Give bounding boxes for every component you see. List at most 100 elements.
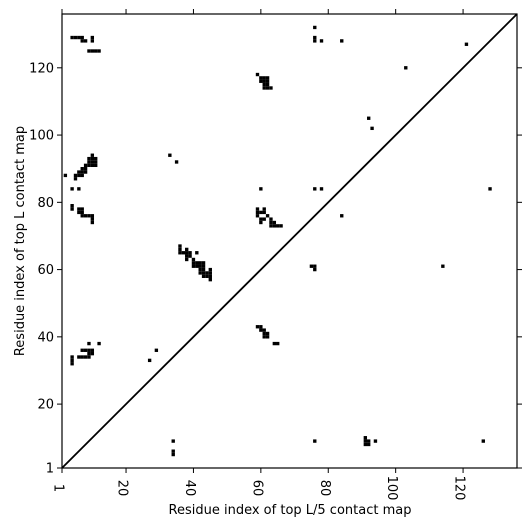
contact-point-top-l: [265, 82, 270, 87]
plot-frame: [61, 13, 518, 469]
contact-point-top-l: [90, 348, 95, 352]
x-axis-title: Residue index of top L/5 contact map: [169, 503, 412, 518]
y-tick-label: 80: [37, 196, 54, 211]
contact-point-top-l: [73, 177, 78, 181]
contact-point-top-l: [178, 244, 182, 248]
contact-point-top-l: [73, 35, 78, 40]
contact-point-top-l: [80, 173, 84, 178]
y-tick-label: 20: [37, 398, 54, 413]
contact-point-top-l: [94, 156, 98, 161]
x-tick-label: 80: [317, 480, 332, 497]
x-tick-label: 1: [51, 484, 66, 492]
contact-point-top-l: [178, 247, 182, 252]
contact-point-top-l: [90, 39, 95, 43]
contact-point-top-l: [269, 217, 273, 221]
contact-point-top-l: [255, 325, 260, 329]
contact-point-top-l: [272, 220, 277, 225]
contact-point-top-l: [70, 355, 74, 359]
contact-point-top-l: [255, 72, 260, 77]
contact-point-top-l: [97, 341, 101, 346]
contact-point-top-l: [488, 187, 492, 191]
y-axis-title: Residue index of top L contact map: [13, 126, 28, 356]
contact-point-top-l5: [363, 436, 368, 440]
contact-point-top-l: [87, 49, 91, 53]
contact-point-top-l: [255, 207, 260, 211]
y-tick-label: 1: [46, 462, 54, 477]
contact-point-top-l: [340, 39, 344, 43]
contact-point-top-l5: [367, 442, 371, 447]
contact-point-top-l: [90, 214, 95, 218]
contact-point-top-l: [262, 328, 266, 332]
contact-point-top-l: [205, 274, 209, 278]
contact-point-top-l: [201, 271, 206, 275]
contact-point-top-l: [77, 355, 81, 359]
contact-point-top-l: [83, 39, 88, 43]
y-tick-label: 60: [37, 263, 54, 278]
contact-point-top-l: [265, 79, 270, 83]
contact-point-top-l: [370, 126, 374, 131]
contact-point-top-l: [319, 187, 324, 191]
contact-point-top-l: [313, 25, 317, 30]
contact-point-top-l: [154, 348, 159, 352]
contact-point-top-l5: [171, 452, 175, 457]
contact-point-top-l: [265, 86, 270, 90]
contact-point-top-l: [259, 210, 263, 215]
contact-point-top-l: [259, 79, 263, 83]
contact-point-top-l: [276, 341, 280, 346]
contact-point-top-l: [70, 187, 74, 191]
contact-point-top-l: [80, 167, 84, 171]
contact-point-top-l: [191, 257, 196, 262]
contact-point-top-l: [94, 49, 98, 53]
contact-point-top-l: [73, 173, 78, 178]
contact-point-top-l: [90, 217, 95, 221]
contact-point-top-l: [262, 331, 266, 336]
contact-point-top-l: [198, 267, 202, 272]
contact-point-top-l: [208, 274, 212, 278]
contact-point-top-l: [188, 251, 192, 255]
contact-point-top-l: [195, 251, 199, 255]
contact-point-top-l5: [367, 439, 371, 443]
contact-point-top-l: [262, 207, 266, 211]
contact-point-top-l5: [313, 439, 317, 443]
contact-point-top-l: [77, 207, 81, 211]
contact-point-top-l: [255, 214, 260, 218]
contact-point-top-l: [191, 264, 196, 268]
contact-point-top-l: [269, 86, 273, 90]
contact-point-top-l: [269, 224, 273, 228]
contact-point-top-l: [80, 214, 84, 218]
contact-point-top-l: [77, 187, 81, 191]
contact-point-top-l: [191, 261, 196, 265]
contact-point-top-l: [77, 35, 81, 40]
contact-point-top-l: [83, 355, 88, 359]
contact-point-top-l: [147, 358, 152, 363]
contact-point-top-l: [404, 66, 408, 70]
contact-point-top-l: [77, 173, 81, 178]
contact-point-top-l: [185, 254, 189, 258]
contact-point-top-l: [262, 210, 266, 215]
x-tick-label: 120: [452, 476, 467, 501]
contact-point-top-l: [276, 224, 280, 228]
contact-point-top-l: [83, 348, 88, 352]
contact-point-top-l: [80, 39, 84, 43]
contact-point-top-l: [198, 261, 202, 265]
contact-point-top-l: [205, 271, 209, 275]
contact-point-top-l: [262, 79, 266, 83]
contact-point-top-l: [77, 210, 81, 215]
contact-point-top-l: [188, 254, 192, 258]
contact-point-top-l: [63, 173, 68, 178]
contact-point-top-l: [90, 153, 95, 157]
contact-point-top-l: [259, 187, 263, 191]
contact-point-top-l: [340, 214, 344, 218]
contact-point-top-l: [269, 220, 273, 225]
contact-point-top-l: [262, 86, 266, 90]
contact-point-top-l: [265, 331, 270, 336]
contact-point-top-l: [90, 160, 95, 164]
contact-point-top-l: [80, 207, 84, 211]
contact-point-top-l: [262, 76, 266, 80]
contact-point-top-l: [272, 341, 277, 346]
contact-point-top-l: [259, 76, 263, 80]
contact-point-top-l: [178, 251, 182, 255]
y-tick-label: 120: [29, 61, 54, 76]
contact-point-top-l5: [171, 449, 175, 453]
contact-point-top-l: [87, 351, 91, 356]
